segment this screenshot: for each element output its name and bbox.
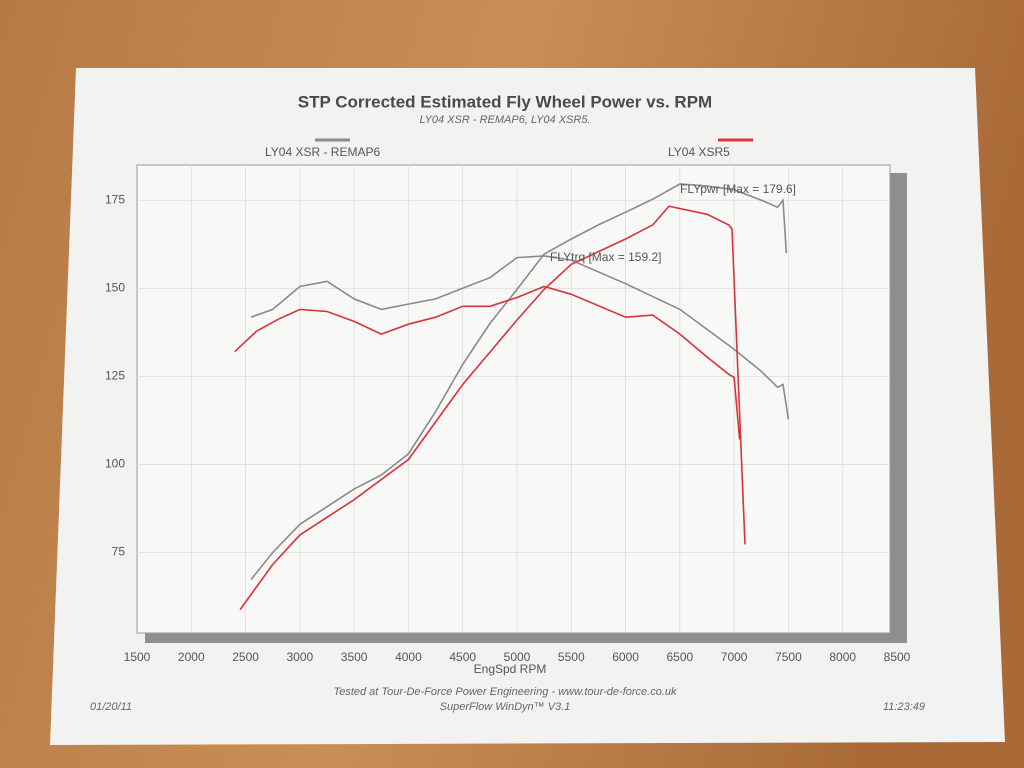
x-tick-label: 3500	[341, 650, 368, 664]
y-tick-label: 150	[105, 280, 125, 294]
x-tick-label: 7500	[775, 650, 802, 664]
x-tick-label: 5500	[558, 650, 585, 664]
x-tick-label: 6000	[612, 650, 639, 664]
x-tick-label: 1500	[124, 650, 151, 664]
x-tick-label: 7000	[721, 650, 748, 664]
x-tick-label: 6500	[667, 650, 694, 664]
footer-credit: Tested at Tour-De-Force Power Engineerin…	[334, 686, 677, 698]
y-tick-label: 75	[112, 545, 126, 559]
legend-label: LY04 XSR - REMAP6	[265, 145, 380, 159]
x-tick-label: 8000	[829, 650, 856, 664]
data-line	[234, 285, 741, 440]
y-tick-label: 175	[105, 192, 125, 206]
x-tick-label: 4500	[449, 650, 476, 664]
footer-time: 11:23:49	[883, 701, 925, 713]
legend-label: LY04 XSR5	[668, 145, 730, 159]
x-tick-label: 4000	[395, 650, 422, 664]
footer-date: 01/20/11	[90, 701, 132, 713]
plot-area	[136, 164, 891, 634]
footer-software: SuperFlow WinDyn™ V3.1	[440, 701, 571, 713]
y-tick-label: 100	[105, 457, 125, 471]
chart-title: STP Corrected Estimated Fly Wheel Power …	[298, 92, 712, 111]
annotation: FLYpwr [Max = 179.6]	[680, 182, 796, 196]
data-line	[250, 255, 790, 420]
data-line	[239, 205, 746, 611]
x-axis-label: EngSpd RPM	[474, 662, 547, 676]
chart-subtitle: LY04 XSR - REMAP6, LY04 XSR5.	[419, 114, 590, 126]
x-tick-label: 2500	[232, 650, 259, 664]
x-tick-label: 2000	[178, 650, 205, 664]
x-tick-label: 8500	[884, 650, 911, 664]
x-tick-label: 3000	[287, 650, 314, 664]
y-tick-label: 125	[105, 369, 125, 383]
annotation: FLYtrq [Max = 159.2]	[550, 250, 662, 264]
data-line	[250, 183, 788, 581]
x-tick-label: 5000	[504, 650, 531, 664]
